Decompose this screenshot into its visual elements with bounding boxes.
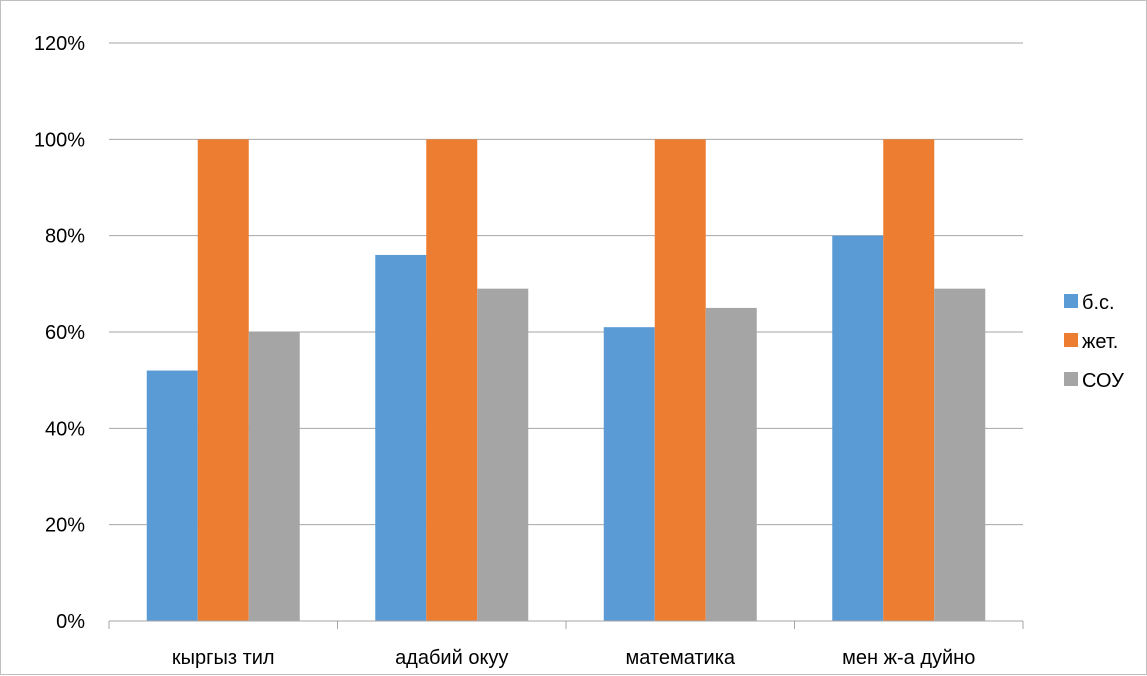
x-axis xyxy=(108,620,1024,629)
bar-3 xyxy=(934,288,986,621)
x-axis-category-labels: кыргыз тил адабий окуу математика мен ж-а д… xyxy=(172,647,975,669)
y-tick-label: 40% xyxy=(45,418,85,440)
bar-1 xyxy=(832,235,884,621)
y-tick-label: 0% xyxy=(56,611,85,633)
legend-swatch xyxy=(1064,372,1078,386)
bar-3 xyxy=(248,332,300,621)
y-tick-label: 60% xyxy=(45,322,85,344)
bar-3 xyxy=(477,288,529,621)
y-tick-label: 80% xyxy=(45,226,85,248)
y-tick-label: 120% xyxy=(34,33,85,55)
x-category-label: мен ж-а дуйно xyxy=(842,647,975,669)
bar-1 xyxy=(146,370,198,621)
bar-2 xyxy=(883,139,935,622)
y-axis-tick-labels: 0% 20% 40% 60% 80% 100% 120% xyxy=(34,33,85,633)
bar-3 xyxy=(705,307,757,621)
bar-2 xyxy=(654,139,706,622)
bar-2 xyxy=(197,139,249,622)
bar-1 xyxy=(375,254,427,621)
x-category-label: адабий окуу xyxy=(395,647,508,669)
legend-swatch xyxy=(1064,294,1078,308)
legend-swatch xyxy=(1064,333,1078,347)
y-tick-label: 20% xyxy=(45,515,85,537)
legend: б.с. жет. СОУ xyxy=(1064,292,1124,392)
bars xyxy=(146,139,986,622)
legend-label: б.с. xyxy=(1082,292,1115,314)
y-tick-label: 100% xyxy=(34,129,85,151)
bar-2 xyxy=(426,139,478,622)
bar-1 xyxy=(603,327,655,621)
legend-label: жет. xyxy=(1082,331,1118,353)
legend-label: СОУ xyxy=(1082,370,1124,392)
x-category-label: математика xyxy=(625,647,735,669)
x-category-label: кыргыз тил xyxy=(172,647,275,669)
